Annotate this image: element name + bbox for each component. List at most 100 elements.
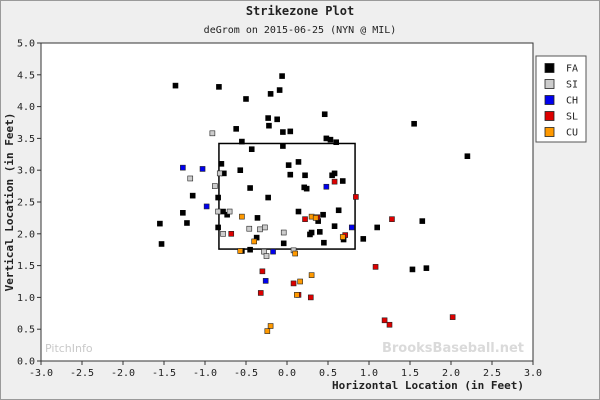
pitch-point-sl (259, 268, 266, 275)
pitch-point-fa (266, 122, 272, 129)
pitch-point-fa (409, 266, 416, 273)
pitch-point-si (246, 225, 253, 232)
y-tick-label: 2.5 (17, 198, 35, 209)
pitch-point-fa (320, 211, 326, 218)
pitchinfo-watermark: PitchInfo (45, 342, 93, 355)
y-axis: 0.0 0.5 1.0 1.5 2.0 2.5 3.0 3.5 4.0 4.5 5.0 (17, 39, 41, 368)
pitch-point-fa (423, 265, 430, 271)
pitch-point-fa (285, 162, 292, 168)
legend-swatch-cu (544, 127, 555, 137)
x-tick-label: -0.5 (234, 368, 258, 379)
chart-subtitle: deGrom on 2015-06-25 (NYN @ MIL) (204, 25, 397, 36)
x-tick-label: 2.0 (442, 368, 460, 379)
pitch-point-cu (237, 248, 244, 254)
pitch-point-fa (331, 170, 338, 177)
pitch-point-cu (264, 328, 271, 334)
legend: FA SI CH SL CU (535, 55, 587, 143)
pitch-point-sl (353, 194, 359, 200)
pitch-point-cu (312, 215, 319, 221)
y-tick-label: 4.0 (17, 102, 35, 113)
legend-box (535, 55, 587, 143)
legend-label-ch: CH (566, 96, 578, 107)
pitch-point-sl (372, 264, 379, 270)
pitch-point-fa (172, 82, 179, 89)
pitch-point-cu (339, 234, 346, 240)
legend-label-sl: SL (566, 112, 578, 123)
pitch-point-ch (348, 224, 355, 231)
pitch-point-fa (280, 240, 287, 247)
pitch-point-fa (287, 171, 294, 178)
x-axis: -3.0 -2.5 -2.0 -1.5 -1.0 -0.5 0.0 0.5 1.0 1.5 2.0 2… (29, 361, 542, 379)
pitch-point-si (215, 208, 221, 215)
pitch-point-cu (294, 292, 300, 298)
plot-area (40, 42, 534, 362)
pitch-point-fa (295, 208, 302, 215)
y-tick-label: 3.5 (17, 134, 35, 145)
pitch-point-si (262, 224, 268, 231)
pitch-point-fa (247, 185, 253, 191)
pitch-point-fa (335, 207, 342, 214)
pitch-point-fa (339, 178, 346, 184)
pitch-point-fa (233, 126, 239, 132)
x-tick-label: 0.5 (319, 368, 337, 379)
pitch-point-fa (189, 192, 196, 199)
pitch-point-fa (248, 146, 255, 153)
pitch-point-sl (302, 216, 308, 222)
x-tick-label: 3.0 (524, 368, 542, 379)
pitch-point-fa (419, 218, 426, 224)
pitch-points (157, 73, 471, 334)
pitch-point-cu (267, 323, 274, 329)
legend-label-fa: FA (566, 64, 578, 75)
x-tick-label: -1.0 (193, 368, 217, 379)
pitch-point-si (209, 130, 216, 137)
legend-label-cu: CU (566, 128, 578, 139)
pitch-point-si (226, 208, 233, 215)
y-tick-label: 1.5 (17, 261, 35, 272)
pitch-point-sl (449, 314, 456, 320)
y-axis-label: Vertical Location (in Feet) (3, 113, 16, 292)
pitch-point-fa (303, 185, 310, 192)
x-axis-label: Horizontal Location (in Feet) (332, 379, 524, 392)
pitch-point-fa (360, 236, 367, 242)
pitch-point-fa (279, 73, 285, 79)
pitch-point-fa (267, 91, 274, 97)
pitch-point-si (280, 229, 287, 236)
pitch-point-fa (295, 159, 302, 165)
pitch-point-fa (254, 215, 261, 221)
pitch-point-fa (316, 229, 323, 235)
pitch-point-ch (270, 248, 276, 255)
x-tick-label: 2.5 (483, 368, 501, 379)
pitch-point-si (216, 170, 223, 177)
x-tick-label: 1.0 (360, 368, 378, 379)
pitch-point-fa (464, 153, 471, 160)
pitch-point-fa (327, 136, 334, 143)
pitch-point-fa (276, 87, 283, 93)
legend-swatch-fa (544, 63, 555, 73)
x-tick-label: -3.0 (29, 368, 53, 379)
pitch-point-cu (251, 238, 257, 245)
y-tick-label: 4.5 (17, 70, 35, 81)
pitch-point-fa (265, 115, 271, 121)
legend-label-si: SI (566, 80, 578, 91)
pitch-point-si (257, 226, 263, 233)
x-tick-label: 0.0 (278, 368, 296, 379)
pitch-point-fa (216, 84, 222, 90)
pitch-point-sl (386, 321, 393, 328)
pitch-point-fa (308, 229, 315, 236)
pitch-point-si (212, 183, 218, 189)
pitch-point-ch (180, 164, 186, 171)
x-tick-label: 1.5 (401, 368, 419, 379)
y-tick-label: 0.0 (17, 357, 35, 368)
pitch-point-fa (215, 194, 221, 201)
pitch-point-fa (302, 172, 308, 179)
pitch-point-fa (215, 224, 221, 231)
pitch-point-fa (184, 220, 190, 226)
pitch-point-fa (218, 161, 225, 167)
chart-title: Strikezone Plot (246, 4, 354, 18)
pitch-point-sl (228, 231, 235, 237)
pitch-point-ch (199, 166, 206, 172)
pitch-point-fa (331, 223, 338, 229)
pitch-point-fa (239, 138, 245, 145)
pitch-point-si (187, 175, 194, 182)
